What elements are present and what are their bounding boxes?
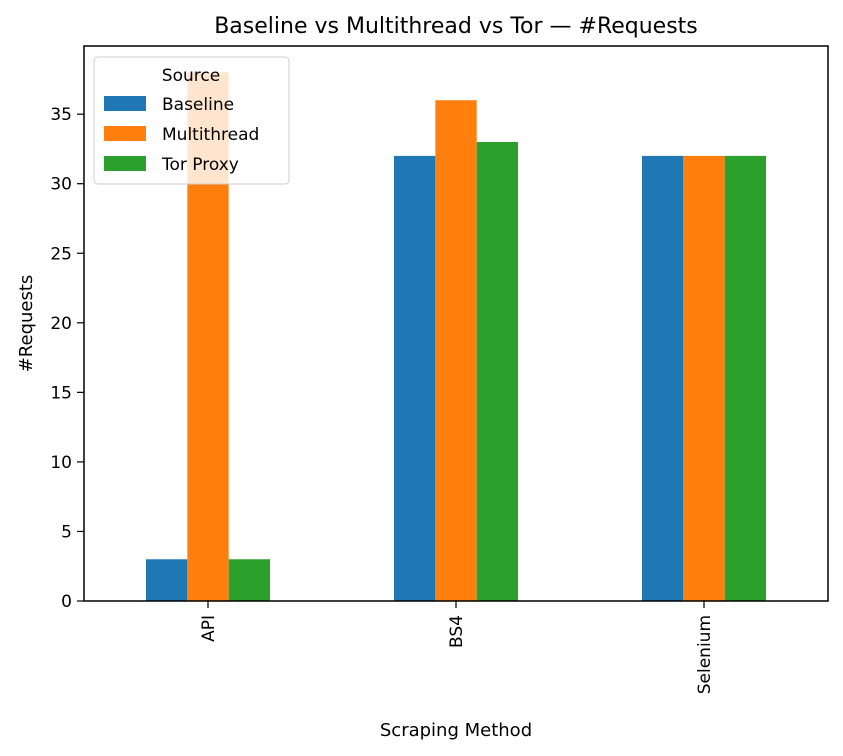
x-axis: API BS4 Selenium bbox=[199, 601, 715, 694]
x-tick-label: BS4 bbox=[447, 615, 467, 648]
bar-baseline-selenium bbox=[642, 155, 684, 601]
legend-title: Source bbox=[162, 66, 220, 86]
y-tick-label: 5 bbox=[61, 522, 72, 542]
legend-label: Tor Proxy bbox=[161, 155, 239, 175]
y-tick-label: 20 bbox=[50, 314, 72, 334]
y-tick-label: 10 bbox=[50, 453, 72, 473]
legend-label: Baseline bbox=[162, 95, 234, 115]
y-tick-label: 25 bbox=[50, 244, 72, 264]
bar-tor-proxy-api bbox=[228, 559, 270, 601]
x-tick-label: API bbox=[199, 615, 219, 642]
bar-multithread-bs4 bbox=[435, 100, 477, 601]
y-tick-label: 0 bbox=[61, 592, 72, 612]
bar-tor-proxy-bs4 bbox=[476, 141, 518, 602]
x-axis-label: Scraping Method bbox=[380, 720, 532, 741]
legend-swatch bbox=[104, 126, 146, 141]
y-tick-label: 30 bbox=[50, 175, 72, 195]
y-tick-label: 15 bbox=[50, 383, 72, 403]
bar-multithread-selenium bbox=[683, 155, 725, 601]
legend-swatch bbox=[104, 156, 146, 171]
y-axis: 0 5 10 15 20 25 30 35 bbox=[50, 105, 84, 612]
legend-swatch bbox=[104, 96, 146, 111]
y-tick-label: 35 bbox=[50, 105, 72, 125]
bar-tor-proxy-selenium bbox=[724, 155, 766, 601]
legend-box bbox=[93, 56, 290, 185]
chart-title: Baseline vs Multithread vs Tor — #Reques… bbox=[214, 14, 698, 39]
legend-label: Multithread bbox=[162, 125, 259, 145]
x-tick-label: Selenium bbox=[695, 615, 715, 694]
bar-baseline-bs4 bbox=[394, 155, 436, 601]
legend: Source Baseline Multithread Tor Proxy bbox=[93, 56, 290, 185]
y-axis-label: #Requests bbox=[16, 275, 37, 373]
bar-baseline-api bbox=[146, 559, 188, 601]
